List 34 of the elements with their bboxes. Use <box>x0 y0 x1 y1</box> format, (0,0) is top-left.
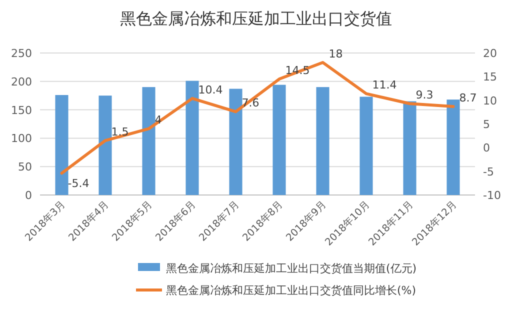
line-series <box>60 60 455 175</box>
y2-tick-label: 20 <box>483 47 497 60</box>
y-tick-label: 200 <box>11 75 32 88</box>
y2-tick-label: 0 <box>483 142 490 155</box>
data-label: 18 <box>328 47 343 60</box>
data-label: 1.5 <box>111 126 129 139</box>
legend-label: 黑色金属冶炼和压延加工业出口交货值当期值(亿元) <box>166 262 417 275</box>
bar <box>98 96 112 195</box>
y-tick-label: 250 <box>11 47 32 60</box>
y2-tick-label: 10 <box>483 94 497 108</box>
bar <box>446 100 460 195</box>
y2-tick-label: -10 <box>483 189 501 202</box>
y-tick-label: 50 <box>18 160 32 174</box>
bar <box>316 87 330 195</box>
data-label: 11.4 <box>372 78 397 92</box>
chart-title: 黑色金属冶炼和压延加工业出口交货值 <box>120 9 392 28</box>
bar <box>272 84 286 195</box>
y-tick-label: 150 <box>11 104 32 117</box>
y2-tick-label: 15 <box>483 70 497 84</box>
bar <box>186 80 199 195</box>
bar <box>360 96 373 195</box>
y-tick-label: 0 <box>25 189 32 202</box>
data-label: 10.4 <box>198 83 223 96</box>
bar <box>403 101 416 195</box>
bar <box>142 87 156 195</box>
y2-tick-label: -5 <box>483 165 494 178</box>
y2-tick-label: 5 <box>483 118 490 131</box>
data-label: 9.3 <box>416 88 434 102</box>
bar <box>55 95 68 195</box>
data-label: -5.4 <box>68 177 90 190</box>
bar <box>229 88 242 195</box>
legend-label: 黑色金属冶炼和压延加工业出口交货值同比增长(%) <box>166 284 416 297</box>
y-tick-label: 100 <box>11 132 32 146</box>
data-label: 8.7 <box>459 91 477 104</box>
